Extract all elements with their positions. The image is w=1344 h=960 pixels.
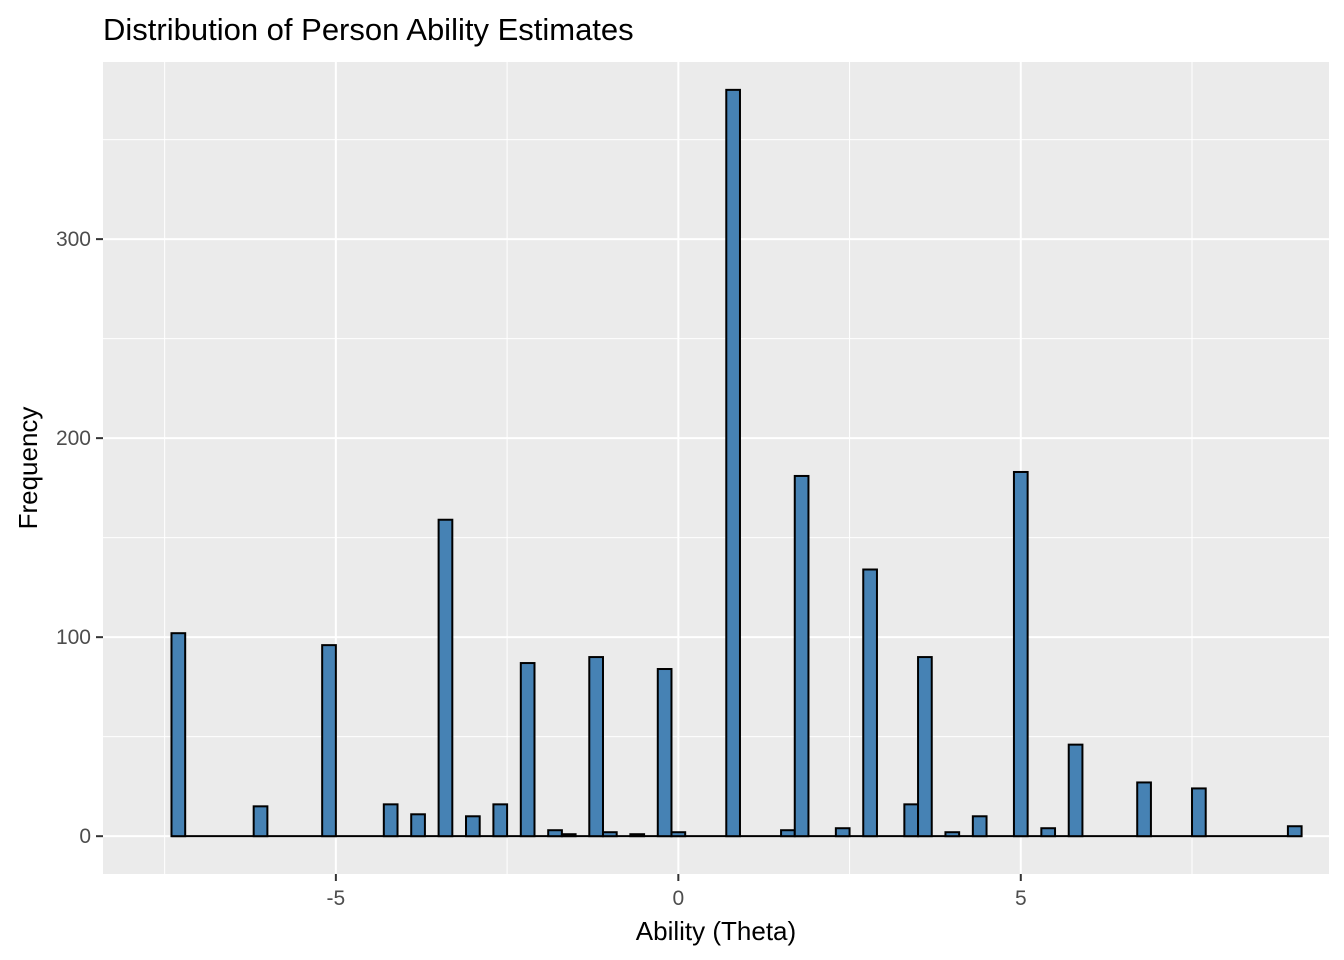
histogram-bar [1191,787,1207,838]
histogram-bar [560,833,577,838]
histogram-bar [492,803,509,838]
histogram-bar [321,644,337,838]
y-tick-label: 200 [56,427,91,450]
histogram-bar [1040,827,1057,838]
histogram-bar [382,803,399,838]
chart-title: Distribution of Person Ability Estimates [103,12,634,47]
histogram-bar [670,831,687,838]
histogram-bar [971,815,988,838]
y-tick-label: 300 [56,228,91,251]
histogram-bar [725,88,741,838]
histogram-bar [629,833,646,838]
histogram-bar [547,829,563,838]
histogram-bar [588,656,604,838]
histogram-bar [793,474,810,838]
bars [170,88,1303,838]
histogram-bar [903,803,920,838]
plot-panel [103,62,1329,874]
histogram-bar [1067,743,1084,838]
x-tick-label: 0 [672,887,684,910]
x-axis-title: Ability (Theta) [636,916,796,946]
y-tick-label: 100 [56,626,91,649]
histogram-bar [437,518,454,838]
histogram-bar [465,815,481,838]
histogram-bar [944,831,961,838]
x-tick-label: 5 [1015,887,1027,910]
histogram-bar [170,632,187,838]
histogram-bar [252,805,269,838]
histogram-bar [834,827,851,838]
histogram-bar [1012,470,1029,838]
histogram-bar [862,568,878,838]
y-axis-title: Frequency [13,407,43,530]
histogram-bar [656,668,673,838]
x-tick-label: -5 [327,887,346,910]
histogram-bar [601,831,618,838]
histogram-bar [410,813,426,838]
histogram-bar [519,662,536,838]
histogram-bar [1136,781,1152,838]
y-tick-label: 0 [79,825,91,848]
histogram-bar [917,656,933,838]
histogram-bar [780,829,796,838]
histogram-bar [1286,825,1303,838]
